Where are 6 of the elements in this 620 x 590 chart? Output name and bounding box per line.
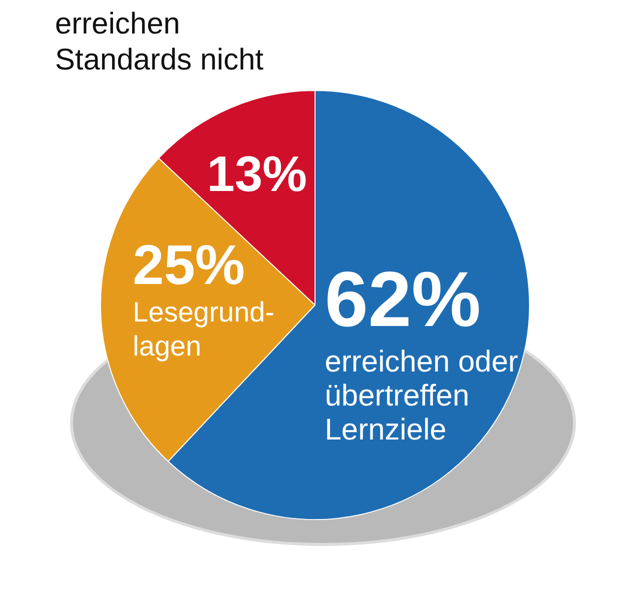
data-label: 25% bbox=[132, 232, 245, 296]
data-label: 13% bbox=[206, 146, 307, 202]
slice-label: erreichen Standards nicht bbox=[55, 7, 264, 76]
data-label: 62% bbox=[324, 254, 481, 343]
slice-label: Lesegrund- lagen bbox=[132, 296, 274, 362]
slice-label: erreichen oder übertreffen Lernziele bbox=[324, 346, 518, 447]
